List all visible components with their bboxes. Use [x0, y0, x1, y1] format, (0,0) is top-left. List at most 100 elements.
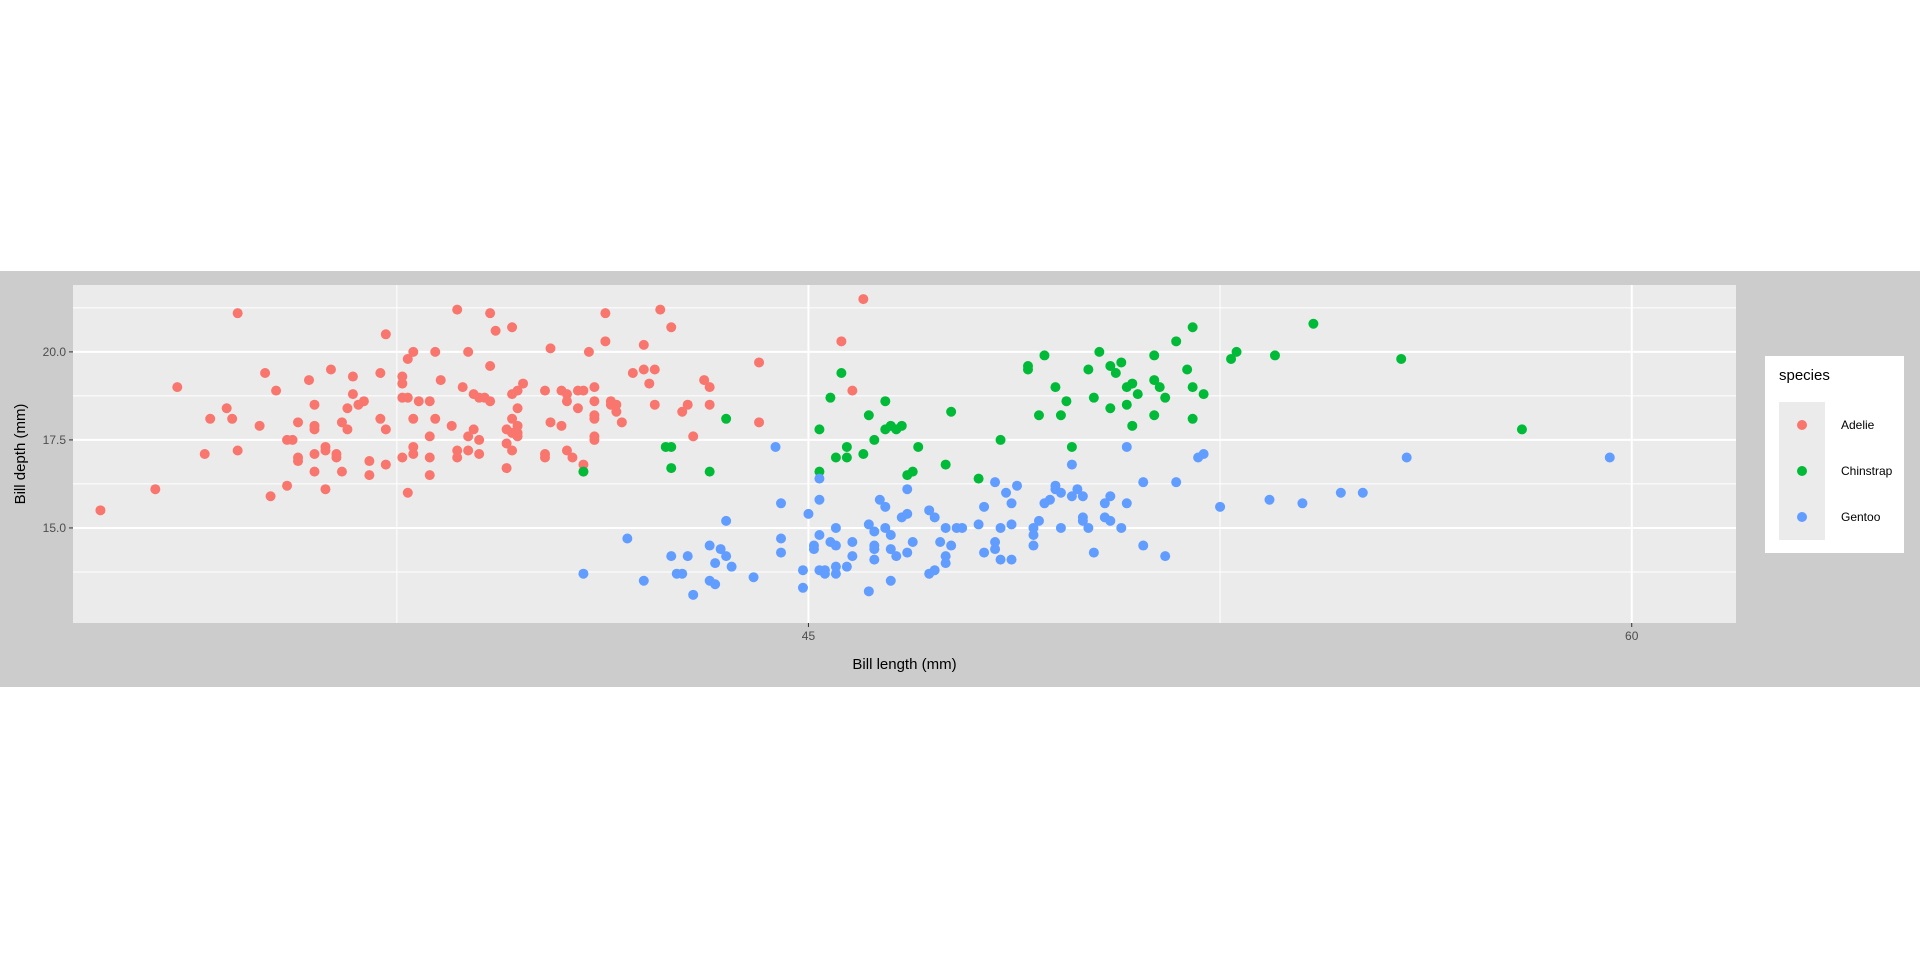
data-point-gentoo — [1215, 501, 1226, 512]
data-point-gentoo — [1604, 452, 1615, 463]
data-point-adelie — [463, 431, 474, 442]
data-point-gentoo — [1297, 498, 1308, 509]
data-point-gentoo — [1033, 515, 1044, 526]
data-point-gentoo — [682, 551, 693, 562]
y-tick-label: 15.0 — [43, 521, 67, 535]
data-point-chinstrap — [1105, 403, 1116, 414]
data-point-adelie — [260, 368, 271, 379]
data-point-gentoo — [1072, 484, 1083, 495]
data-point-adelie — [699, 375, 710, 386]
data-point-gentoo — [847, 551, 858, 562]
legend-label-chinstrap: Chinstrap — [1841, 464, 1893, 478]
data-point-adelie — [485, 396, 496, 407]
data-point-gentoo — [1006, 498, 1017, 509]
data-point-adelie — [507, 322, 518, 333]
data-point-gentoo — [1116, 522, 1127, 533]
data-point-adelie — [638, 339, 649, 350]
data-point-gentoo — [1012, 480, 1023, 491]
data-point-chinstrap — [940, 459, 951, 470]
data-point-adelie — [265, 491, 276, 502]
y-axis-title: Bill depth (mm) — [12, 404, 29, 505]
data-point-chinstrap — [1132, 389, 1143, 400]
data-point-adelie — [507, 445, 518, 456]
data-point-adelie — [463, 346, 474, 357]
data-point-gentoo — [885, 544, 896, 555]
data-point-adelie — [754, 417, 765, 428]
data-point-adelie — [512, 420, 523, 431]
data-point-gentoo — [622, 533, 633, 544]
data-point-adelie — [578, 459, 589, 470]
data-point-adelie — [232, 445, 243, 456]
data-point-adelie — [408, 413, 419, 424]
data-point-adelie — [501, 463, 512, 474]
data-point-adelie — [600, 308, 611, 319]
data-point-gentoo — [1066, 491, 1077, 502]
data-point-chinstrap — [704, 466, 715, 477]
data-point-gentoo — [1160, 551, 1171, 562]
data-point-adelie — [402, 353, 413, 364]
data-point-chinstrap — [863, 410, 874, 421]
data-point-gentoo — [770, 441, 781, 452]
data-point-gentoo — [869, 540, 880, 551]
data-point-gentoo — [1066, 459, 1077, 470]
data-point-adelie — [380, 329, 391, 340]
data-point-chinstrap — [1198, 389, 1209, 400]
data-point-adelie — [408, 346, 419, 357]
data-point-gentoo — [995, 554, 1006, 565]
data-point-gentoo — [841, 561, 852, 572]
data-point-adelie — [545, 417, 556, 428]
data-point-gentoo — [808, 544, 819, 555]
data-point-chinstrap — [814, 466, 825, 477]
data-point-adelie — [507, 413, 518, 424]
data-point-chinstrap — [1061, 396, 1072, 407]
data-point-gentoo — [1001, 487, 1012, 498]
data-point-adelie — [221, 403, 232, 414]
data-point-gentoo — [891, 551, 902, 562]
data-point-gentoo — [814, 494, 825, 505]
data-point-adelie — [424, 470, 435, 481]
data-point-gentoo — [995, 522, 1006, 533]
data-point-chinstrap — [1231, 346, 1242, 357]
data-point-gentoo — [946, 540, 957, 551]
data-point-gentoo — [715, 544, 726, 555]
data-point-adelie — [589, 396, 600, 407]
data-point-adelie — [463, 445, 474, 456]
data-point-chinstrap — [907, 466, 918, 477]
data-point-gentoo — [666, 551, 677, 562]
data-point-gentoo — [1077, 512, 1088, 523]
data-point-adelie — [468, 424, 479, 435]
data-point-adelie — [375, 413, 386, 424]
data-point-gentoo — [880, 522, 891, 533]
data-point-adelie — [424, 452, 435, 463]
data-point-gentoo — [1088, 547, 1099, 558]
data-point-chinstrap — [1516, 424, 1527, 435]
data-point-gentoo — [1105, 491, 1116, 502]
data-point-gentoo — [1121, 441, 1132, 452]
data-point-chinstrap — [721, 413, 732, 424]
legend: species Adelie Chinstrap Gentoo — [1765, 356, 1904, 553]
data-point-chinstrap — [1066, 441, 1077, 452]
data-point-gentoo — [880, 501, 891, 512]
data-point-adelie — [287, 434, 298, 445]
data-point-adelie — [611, 399, 622, 410]
data-point-adelie — [627, 368, 638, 379]
data-point-gentoo — [721, 551, 732, 562]
data-point-adelie — [704, 399, 715, 410]
data-point-adelie — [293, 452, 304, 463]
data-point-adelie — [600, 336, 611, 347]
data-point-gentoo — [924, 505, 935, 516]
data-point-gentoo — [797, 565, 808, 576]
legend-label-adelie: Adelie — [1841, 418, 1875, 432]
data-point-chinstrap — [666, 441, 677, 452]
data-point-adelie — [556, 420, 567, 431]
data-point-chinstrap — [1171, 336, 1182, 347]
x-axis-title: Bill length (mm) — [852, 656, 956, 673]
data-point-gentoo — [1028, 540, 1039, 551]
data-point-adelie — [331, 449, 342, 459]
data-point-gentoo — [748, 572, 759, 583]
data-point-gentoo — [688, 589, 699, 600]
data-point-adelie — [567, 452, 578, 463]
data-point-adelie — [408, 449, 419, 459]
data-point-chinstrap — [995, 434, 1006, 445]
data-point-adelie — [430, 413, 441, 424]
